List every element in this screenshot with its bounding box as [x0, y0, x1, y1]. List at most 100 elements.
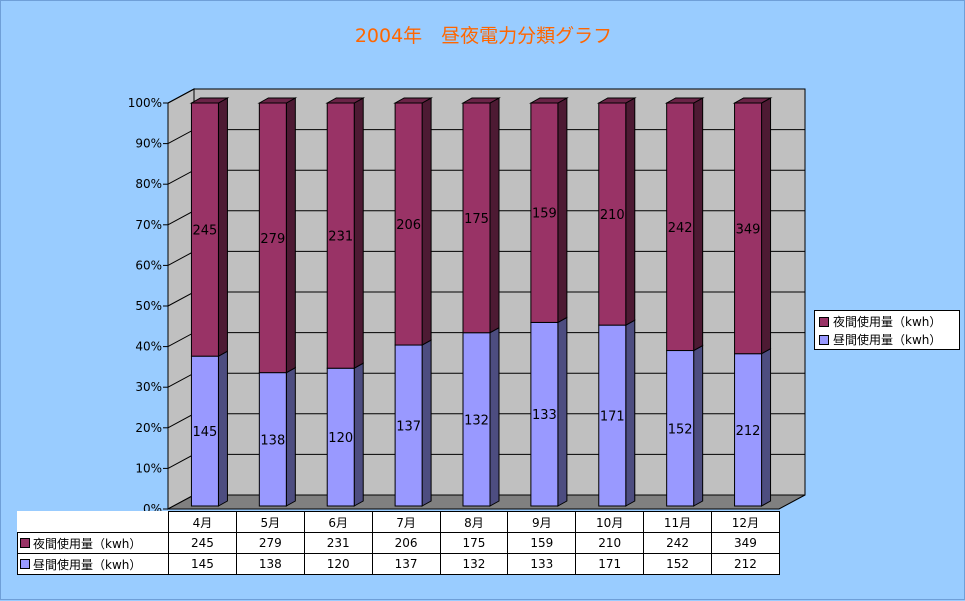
table-key-day: [20, 559, 30, 569]
bar-day-7-side: [693, 344, 704, 507]
data-label-night-1: 279: [260, 232, 285, 247]
bar-day-0: [190, 355, 219, 507]
bar-day-6-side: [625, 319, 636, 507]
data-label-night-3: 206: [396, 218, 421, 233]
data-label-night-4: 175: [464, 212, 489, 227]
legend-swatch-night: [819, 316, 829, 327]
bar-night-3-side: [421, 97, 432, 346]
bar-top-8: [732, 97, 773, 104]
bar-day-5-side: [557, 316, 568, 507]
bar-night-0-side: [217, 97, 228, 358]
bar-day-3: [394, 344, 423, 507]
table-row-day: 昼間使用量（kwh） 145 138 120 137 132 133 171 152 212: [17, 553, 780, 575]
table-cell: 171: [575, 553, 645, 575]
y-tick-label: 40%: [135, 340, 162, 354]
data-label-day-5: 133: [532, 408, 557, 423]
bar-night-6-side: [625, 97, 636, 326]
table-cell: 245: [168, 532, 237, 554]
bar-night-1: [258, 102, 287, 374]
table-cell: 152: [643, 553, 712, 575]
bar-top-1: [257, 97, 298, 104]
data-table: 4月 5月 6月 7月 8月 9月 10月 11月 12月 夜間使用量（kwh） 245 279 231…: [17, 511, 780, 575]
bar-day-3-side: [421, 339, 432, 507]
table-cell: 175: [439, 532, 509, 554]
data-label-day-6: 171: [600, 410, 625, 425]
bar-day-4-side: [489, 326, 500, 507]
bar-day-5: [530, 321, 559, 507]
x-tick-label: 5月: [235, 511, 305, 533]
bar-night-7: [666, 102, 695, 352]
bar-night-0: [190, 102, 219, 357]
table-row-header-day: 昼間使用量（kwh）: [17, 553, 169, 575]
bar-night-4-side: [489, 97, 500, 334]
x-tick-label: 4月: [168, 511, 237, 533]
bar-top-4: [461, 97, 501, 104]
bar-top-3: [393, 97, 434, 104]
bar-top-7: [664, 97, 705, 104]
y-tick-label: 60%: [135, 258, 162, 272]
x-tick-label: 7月: [371, 511, 441, 533]
bar-night-2: [326, 102, 355, 369]
table-cell: 231: [303, 532, 373, 554]
table-cell: 120: [303, 553, 373, 575]
data-label-night-0: 245: [193, 224, 218, 239]
legend-label-night: 夜間使用量（kwh）: [833, 315, 942, 329]
bar-night-1-side: [285, 97, 296, 374]
data-label-night-6: 210: [600, 208, 625, 223]
table-cell: 145: [168, 553, 237, 575]
table-cell: 279: [235, 532, 305, 554]
chart-title: 2004年 昼夜電力分類グラフ: [354, 25, 613, 47]
table-cell: 159: [507, 532, 577, 554]
data-label-night-7: 242: [668, 221, 693, 236]
bar-night-3: [394, 102, 423, 346]
y-tick-label: 10%: [135, 461, 162, 475]
table-cell: 242: [643, 532, 712, 554]
table-row-header-night: 夜間使用量（kwh）: [17, 532, 169, 554]
bar-day-0-side: [217, 350, 228, 507]
data-label-day-1: 138: [260, 433, 285, 448]
y-tick-label: 20%: [135, 421, 162, 435]
y-tick-label: 70%: [135, 218, 162, 232]
bar-day-2-side: [353, 362, 364, 507]
y-tick-label: 30%: [135, 380, 162, 394]
x-tick-label: 12月: [711, 511, 780, 533]
gridline: [167, 88, 805, 104]
bar-day-1: [258, 372, 287, 507]
x-tick-label: 6月: [303, 511, 373, 533]
bar-day-7: [666, 350, 695, 507]
legend: 夜間使用量（kwh） 昼間使用量（kwh）: [814, 310, 960, 350]
table-cell: 212: [711, 553, 780, 575]
table-cell: 137: [371, 553, 441, 575]
y-tick-label: 100%: [128, 96, 162, 110]
data-label-night-2: 231: [328, 230, 353, 245]
bar-top-5: [528, 97, 569, 104]
table-cell: 349: [711, 532, 780, 554]
y-tick-label: 90%: [135, 137, 162, 151]
table-cell: 210: [575, 532, 645, 554]
legend-label-day: 昼間使用量（kwh）: [833, 333, 942, 347]
bar-day-6: [598, 324, 627, 507]
data-label-day-2: 120: [328, 431, 353, 446]
bar-night-5: [530, 102, 559, 323]
data-label-day-7: 152: [668, 422, 693, 437]
table-cell: 206: [371, 532, 441, 554]
bar-day-4: [462, 332, 491, 507]
table-cell: 132: [439, 553, 509, 575]
data-label-day-8: 212: [736, 424, 761, 439]
x-tick-label: 11月: [643, 511, 712, 533]
bar-top-6: [596, 97, 637, 104]
table-header-row: 4月 5月 6月 7月 8月 9月 10月 11月 12月: [18, 511, 780, 533]
table-cell: 138: [235, 553, 305, 575]
x-tick-label: 8月: [439, 511, 509, 533]
bar-night-5-side: [557, 97, 568, 324]
bar-day-8-side: [761, 347, 772, 507]
data-label-day-4: 132: [464, 413, 489, 428]
bar-night-8: [734, 102, 763, 355]
data-label-day-3: 137: [396, 420, 421, 435]
bar-night-6: [598, 102, 627, 326]
legend-swatch-day: [819, 334, 829, 345]
table-cell: 133: [507, 553, 577, 575]
table-row-label-day: 昼間使用量（kwh）: [33, 557, 142, 572]
